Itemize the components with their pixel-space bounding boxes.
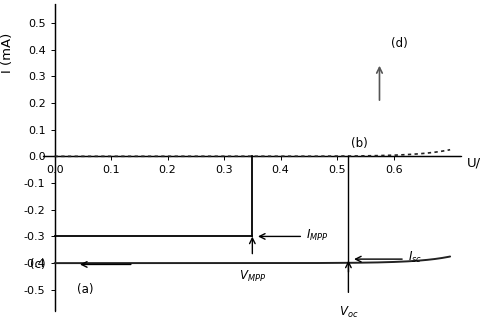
Text: (c): (c) bbox=[30, 258, 46, 271]
Text: $V_{oc}$: $V_{oc}$ bbox=[338, 305, 358, 319]
Text: $V_{MPP}$: $V_{MPP}$ bbox=[239, 268, 265, 283]
Text: $I_{MPP}$: $I_{MPP}$ bbox=[305, 227, 328, 243]
Y-axis label: I (mA): I (mA) bbox=[1, 33, 14, 73]
Text: (a): (a) bbox=[77, 283, 94, 296]
Text: (b): (b) bbox=[350, 136, 367, 150]
Text: (d): (d) bbox=[390, 36, 407, 49]
X-axis label: U/V: U/V bbox=[466, 156, 480, 169]
Text: $I_{sc}$: $I_{sc}$ bbox=[407, 250, 421, 265]
